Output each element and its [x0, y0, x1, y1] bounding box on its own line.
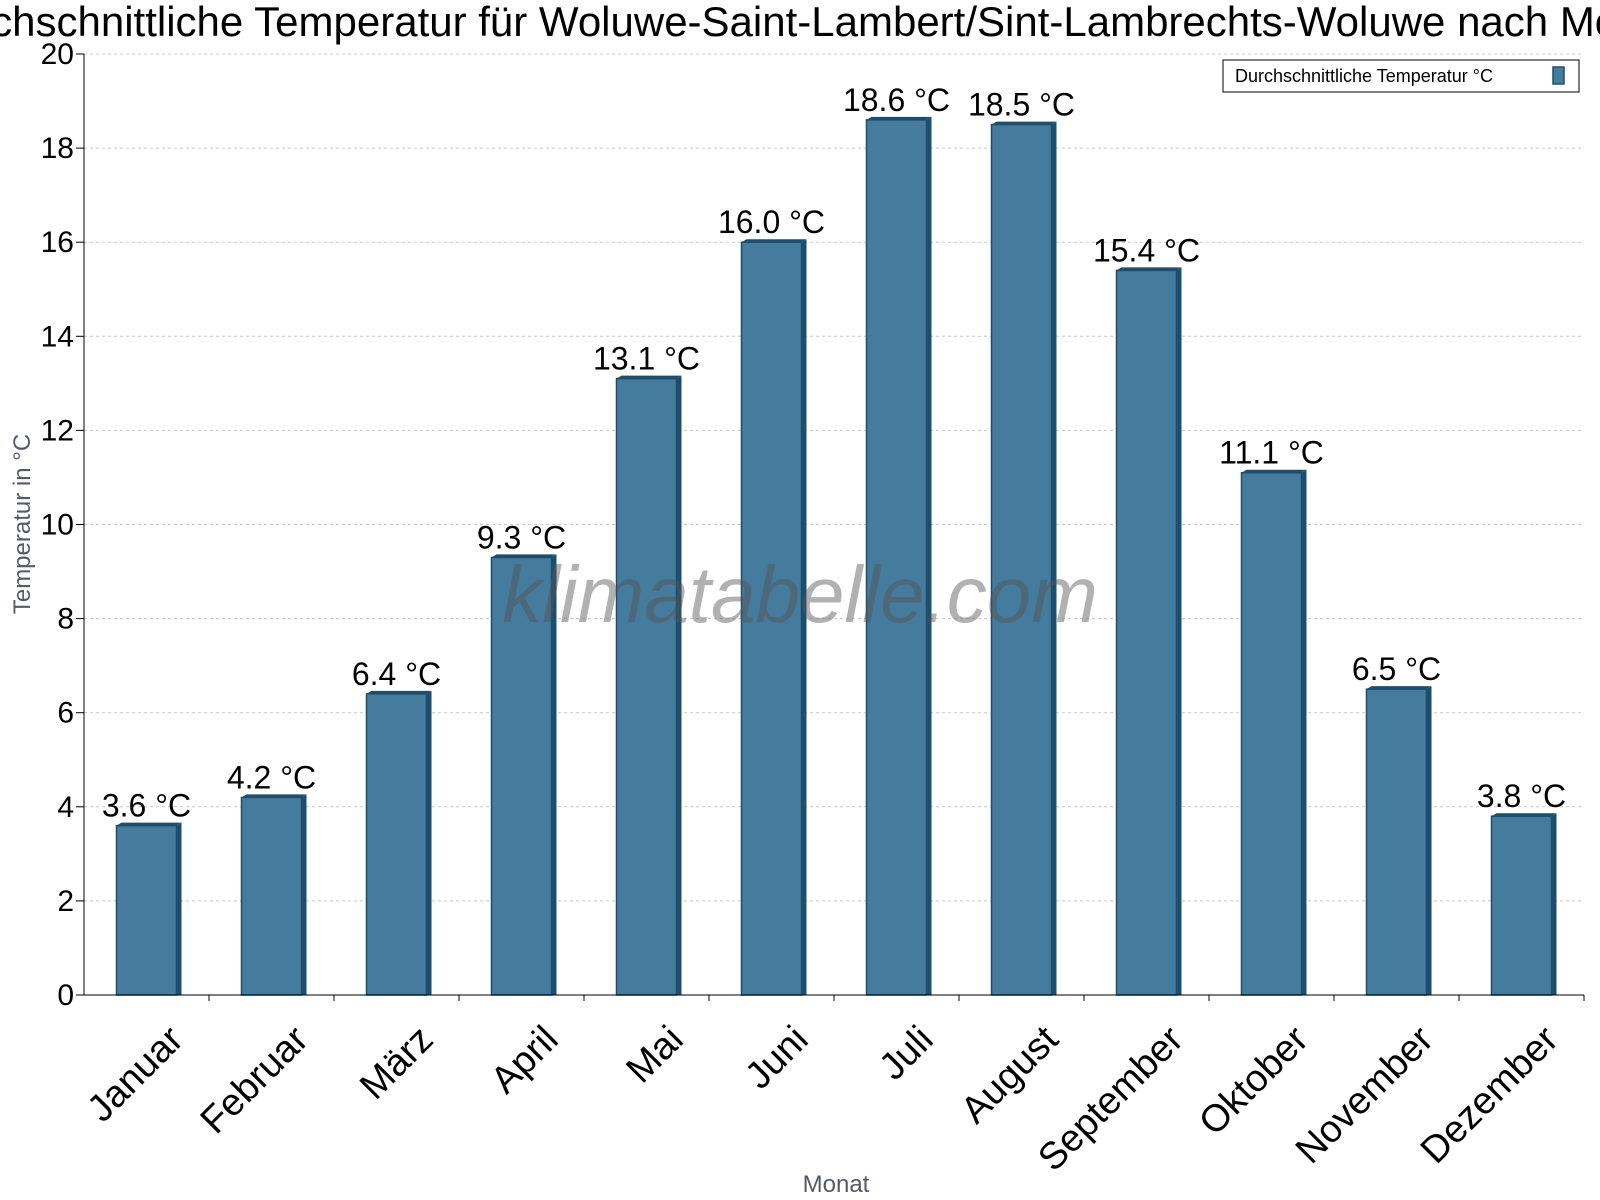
x-tick-label: Januar	[80, 1018, 192, 1130]
x-axis-label: Monat	[803, 1171, 870, 1198]
y-tick-label: 12	[41, 414, 74, 447]
y-tick-label: 18	[41, 132, 74, 165]
chart-title: Durchschnittliche Temperatur für Woluwe-…	[0, 0, 1600, 45]
x-tick-label: April	[483, 1018, 566, 1101]
bar-side	[1176, 267, 1182, 995]
data-label: 6.5 °C	[1352, 651, 1441, 687]
data-label: 16.0 °C	[718, 204, 825, 240]
bar-side	[176, 822, 182, 995]
y-axis-ticks: 0 2 4 6 8 10 12 14 16 18 20	[41, 38, 84, 1012]
x-tick-label: Juni	[738, 1018, 817, 1097]
x-tick-label: Dezember	[1413, 1018, 1567, 1172]
bar-front	[1365, 688, 1428, 996]
y-tick-label: 0	[57, 979, 74, 1012]
bar-top	[1491, 813, 1557, 817]
bar-side	[1051, 121, 1057, 995]
x-tick-label: Oktober	[1191, 1018, 1317, 1144]
y-tick-label: 6	[57, 697, 74, 730]
bar-januar	[115, 822, 182, 996]
data-label: 18.6 °C	[843, 82, 950, 118]
bar-front	[1490, 815, 1553, 996]
data-label: 15.4 °C	[1093, 232, 1200, 268]
data-label: 9.3 °C	[477, 519, 566, 555]
bar-top	[1366, 686, 1432, 690]
bar-top	[616, 375, 682, 379]
bar-front	[865, 119, 928, 996]
y-tick-label: 2	[57, 885, 74, 918]
bar-side	[926, 116, 932, 996]
bar-front	[365, 693, 428, 996]
x-tick-label: August	[953, 1018, 1067, 1132]
bar-side	[551, 554, 557, 995]
legend: Durchschnittliche Temperatur °C	[1222, 59, 1580, 93]
y-tick-label: 10	[41, 509, 74, 542]
bar-oktober	[1240, 469, 1307, 996]
x-tick-label: Februar	[193, 1018, 317, 1142]
data-label: 6.4 °C	[352, 656, 441, 692]
bar-juni	[740, 239, 807, 996]
bar-mai	[615, 375, 682, 996]
bar-side	[1301, 469, 1307, 995]
bars	[115, 116, 1557, 996]
y-axis-label: Temperatur in °C	[9, 434, 36, 614]
data-label: 3.8 °C	[1477, 778, 1566, 814]
y-tick-label: 4	[57, 791, 74, 824]
data-label: 3.6 °C	[102, 788, 191, 824]
bar-märz	[365, 690, 432, 996]
bar-februar	[240, 794, 307, 996]
bar-front	[490, 556, 553, 996]
bar-side	[676, 375, 682, 995]
bar-november	[1365, 686, 1432, 996]
bar-front	[1115, 269, 1178, 996]
x-tick-label: Juli	[872, 1018, 942, 1088]
y-tick-label: 8	[57, 603, 74, 636]
data-label: 11.1 °C	[1219, 435, 1324, 471]
bar-front	[1240, 471, 1303, 996]
gridlines	[84, 53, 1584, 902]
y-tick-label: 20	[41, 38, 74, 71]
bar-side	[301, 794, 307, 995]
bar-juli	[865, 116, 932, 996]
legend-box	[1222, 59, 1580, 93]
data-label: 13.1 °C	[593, 341, 700, 377]
bar-front	[615, 377, 678, 996]
bar-side	[801, 239, 807, 995]
bar-front	[115, 824, 178, 996]
bar-side	[1426, 686, 1432, 995]
data-labels: 3.6 °C 4.2 °C 6.4 °C 9.3 °C 13.1 °C 16.0 °C 18…	[102, 82, 1566, 824]
x-axis-ticks: Januar Februar März April Mai Juni Juli AugustS…	[80, 995, 1585, 1179]
legend-label: Durchschnittliche Temperatur °C	[1235, 66, 1493, 86]
legend-swatch	[1552, 66, 1565, 85]
y-tick-label: 16	[41, 226, 74, 259]
bar-top	[491, 554, 557, 558]
bar-september	[1115, 267, 1182, 996]
x-tick-label: Mai	[619, 1018, 692, 1091]
y-tick-label: 14	[41, 320, 74, 353]
bar-front	[740, 241, 803, 996]
data-label: 18.5 °C	[968, 87, 1075, 123]
x-tick-label: März	[352, 1018, 441, 1107]
data-label: 4.2 °C	[227, 759, 316, 795]
bar-side	[426, 690, 432, 995]
bar-april	[490, 554, 557, 996]
bar-front	[990, 123, 1053, 996]
bar-dezember	[1490, 813, 1557, 996]
watermark: klimatabelle.com	[502, 550, 1098, 639]
bar-front	[240, 796, 303, 996]
bar-side	[1551, 813, 1557, 995]
bar-august	[990, 121, 1057, 996]
